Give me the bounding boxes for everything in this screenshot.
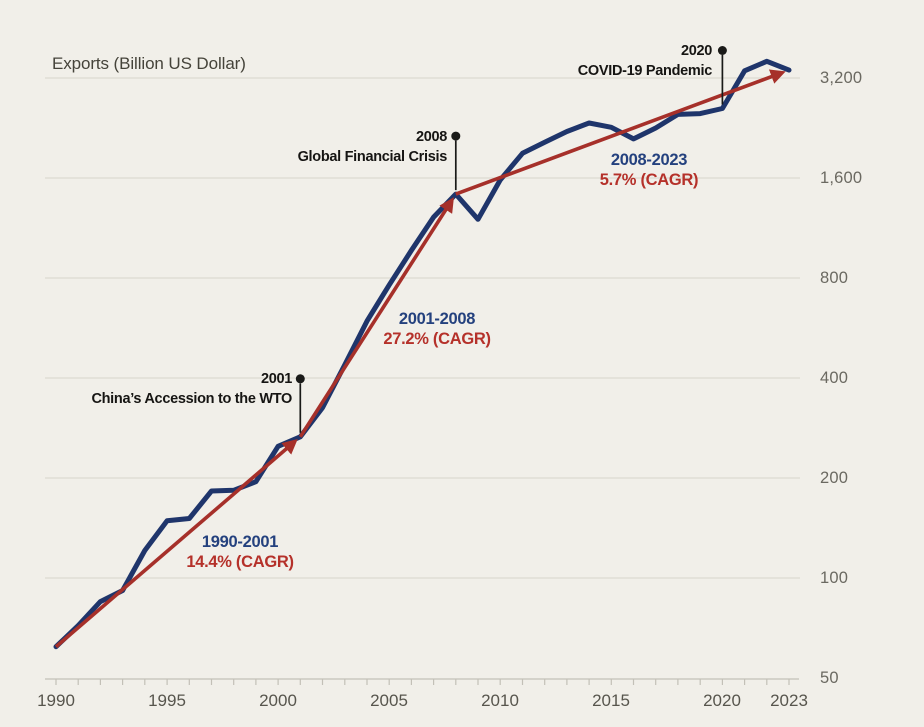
cagr-range: 2008-2023 <box>610 151 688 169</box>
cagr-label-2001-2008: 2001-2008 27.2% (CAGR) <box>337 310 537 349</box>
y-tick-label-100: 100 <box>820 569 849 587</box>
y-tick-label-800: 800 <box>820 269 849 287</box>
annotation-year: 2008 <box>415 129 447 145</box>
annotation-2020-covid: 2020 COVID-19 Pandemic <box>482 41 713 81</box>
annotation-2008-gfc: 2008 Global Financial Crisis <box>217 127 448 167</box>
x-tick-label-2010: 2010 <box>481 691 519 710</box>
annotation-text: Global Financial Crisis <box>297 149 448 165</box>
x-tick-label-2000: 2000 <box>259 691 297 710</box>
y-tick-label-3200: 3,200 <box>820 69 863 87</box>
y-tick-label-200: 200 <box>820 469 849 487</box>
y-tick-label-50: 50 <box>820 669 839 687</box>
y-tick-label-400: 400 <box>820 369 849 387</box>
x-tick-label-1995: 1995 <box>148 691 186 710</box>
event-marker-dot <box>451 131 461 141</box>
event-marker-dot <box>295 374 305 384</box>
y-tick-label-1600: 1,600 <box>820 169 863 187</box>
cagr-rate: 27.2% (CAGR) <box>383 329 491 348</box>
cagr-range: 1990-2001 <box>201 533 279 551</box>
annotation-text: COVID-19 Pandemic <box>577 63 713 79</box>
chart-title: Exports (Billion US Dollar) <box>52 54 246 73</box>
cagr-rate: 5.7% (CAGR) <box>599 170 699 189</box>
x-tick-label-2023: 2023 <box>770 691 808 710</box>
annotation-year: 2001 <box>260 371 292 387</box>
cagr-trend-arrow <box>455 69 786 196</box>
cagr-label-1990-2001: 1990-2001 14.4% (CAGR) <box>140 533 340 572</box>
cagr-trend-arrow <box>298 197 454 438</box>
x-tick-label-1990: 1990 <box>37 691 75 710</box>
cagr-range: 2001-2008 <box>398 310 476 328</box>
exports-line-series <box>53 58 792 650</box>
annotation-year: 2020 <box>680 43 712 59</box>
event-marker-dot <box>717 46 727 55</box>
x-tick-label-2005: 2005 <box>370 691 408 710</box>
cagr-label-2008-2023: 2008-2023 5.7% (CAGR) <box>549 151 749 190</box>
cagr-rate: 14.4% (CAGR) <box>186 552 294 571</box>
x-tick-label-2020: 2020 <box>703 691 741 710</box>
cagr-trend-arrow <box>54 439 298 649</box>
x-tick-label-2015: 2015 <box>592 691 630 710</box>
annotation-text: China’s Accession to the WTO <box>91 391 292 407</box>
annotation-2001-wto: 2001 China’s Accession to the WTO <box>62 369 292 409</box>
